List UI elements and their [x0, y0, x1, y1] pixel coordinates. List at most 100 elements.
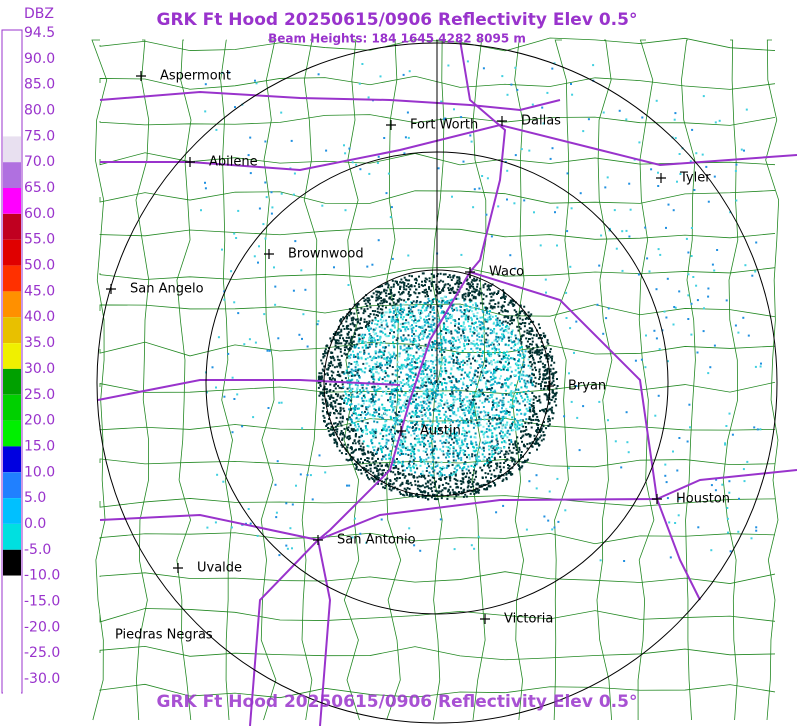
echo-pixel — [451, 347, 454, 350]
echo-pixel — [464, 295, 467, 298]
echo-pixel — [430, 360, 433, 363]
echo-pixel — [488, 441, 491, 444]
echo-pixel — [480, 410, 483, 413]
echo-pixel — [424, 393, 427, 396]
echo-pixel — [509, 339, 512, 342]
echo-pixel — [413, 321, 415, 324]
echo-pixel — [411, 302, 413, 304]
echo-pixel — [397, 283, 400, 286]
echo-pixel — [372, 417, 375, 420]
echo-pixel — [348, 435, 351, 438]
echo-pixel — [421, 325, 424, 328]
echo-pixel — [518, 392, 521, 395]
echo-pixel — [523, 429, 526, 432]
echo-pixel — [455, 483, 458, 485]
echo-pixel — [384, 409, 387, 412]
echo-pixel — [475, 305, 478, 308]
echo-pixel — [334, 387, 337, 390]
echo-pixel — [417, 380, 420, 383]
echo-pixel — [514, 440, 517, 443]
echo-pixel — [485, 357, 488, 360]
echo-pixel — [528, 407, 531, 410]
echo-pixel — [380, 291, 383, 294]
echo-pixel — [487, 285, 490, 287]
echo-pixel — [377, 476, 380, 479]
echo-pixel — [320, 375, 323, 378]
echo-pixel — [461, 295, 464, 298]
echo-pixel — [411, 312, 414, 315]
echo-pixel — [552, 395, 555, 398]
echo-pixel — [371, 340, 374, 343]
echo-pixel — [392, 341, 394, 344]
echo-pixel — [407, 322, 410, 325]
echo-pixel — [364, 298, 367, 301]
echo-pixel — [529, 367, 532, 369]
echo-pixel — [453, 413, 456, 416]
echo-pixel — [432, 456, 435, 458]
echo-pixel — [390, 289, 392, 291]
echo-pixel — [369, 327, 372, 330]
echo-pixel — [519, 364, 522, 366]
echo-pixel — [405, 365, 408, 367]
echo-pixel — [452, 354, 454, 357]
echo-pixel — [471, 453, 474, 456]
echo-pixel — [454, 386, 457, 389]
echo-pixel — [449, 372, 452, 375]
echo-pixel — [421, 474, 423, 477]
echo-pixel — [425, 309, 428, 312]
echo-pixel — [428, 336, 431, 339]
echo-pixel — [473, 279, 476, 282]
echo-pixel — [350, 451, 353, 454]
echo-pixel — [403, 276, 406, 279]
echo-pixel — [451, 288, 454, 291]
echo-pixel — [489, 485, 492, 488]
echo-pixel — [531, 351, 534, 354]
echo-pixel — [507, 317, 510, 319]
echo-pixel — [455, 379, 458, 382]
echo-pixel — [371, 397, 374, 400]
echo-pixel — [462, 452, 465, 455]
echo-pixel — [426, 396, 429, 399]
echo-pixel — [514, 444, 517, 447]
echo-pixel — [396, 337, 399, 340]
echo-pixel — [483, 400, 486, 403]
echo-pixel — [327, 430, 330, 433]
echo-pixel — [393, 346, 396, 349]
echo-pixel — [416, 346, 419, 349]
echo-pixel — [369, 470, 372, 473]
echo-pixel — [390, 470, 392, 473]
echo-pixel — [439, 403, 442, 406]
echo-pixel — [482, 370, 485, 373]
echo-pixel — [370, 476, 373, 479]
echo-pixel — [330, 370, 333, 373]
echo-pixel — [340, 330, 343, 333]
echo-pixel — [529, 321, 532, 323]
echo-pixel — [368, 461, 371, 464]
echo-pixel — [353, 344, 356, 347]
echo-pixel — [368, 328, 371, 331]
echo-pixel — [443, 432, 446, 434]
echo-pixel — [498, 368, 501, 371]
echo-pixel — [534, 366, 537, 369]
echo-pixel — [365, 304, 368, 307]
echo-pixel — [383, 412, 386, 415]
echo-pixel — [431, 388, 434, 391]
echo-pixel — [481, 352, 484, 355]
echo-pixel — [520, 437, 522, 440]
echo-pixel — [478, 485, 481, 487]
echo-pixel — [363, 308, 366, 311]
echo-pixel — [394, 357, 396, 360]
echo-pixel — [418, 311, 420, 314]
echo-pixel — [464, 438, 467, 441]
echo-pixel — [449, 430, 452, 432]
echo-pixel — [388, 433, 391, 436]
echo-pixel — [511, 406, 514, 409]
echo-pixel — [511, 303, 514, 306]
echo-pixel — [366, 307, 369, 310]
echo-pixel — [373, 355, 376, 358]
echo-pixel — [466, 373, 468, 376]
echo-pixel — [403, 437, 405, 440]
echo-pixel — [458, 318, 460, 321]
echo-pixel — [370, 438, 373, 441]
echo-pixel — [422, 377, 425, 380]
